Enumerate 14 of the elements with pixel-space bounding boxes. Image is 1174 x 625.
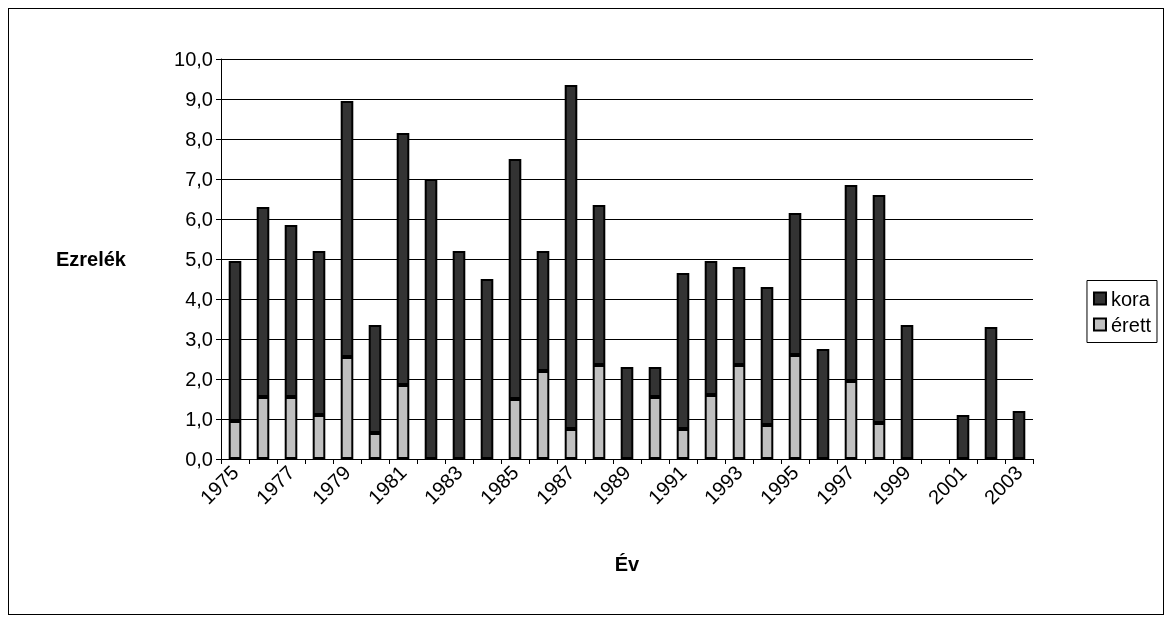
y-tick-label: 1,0 bbox=[185, 408, 213, 430]
y-tick-label: 9,0 bbox=[185, 88, 213, 110]
y-tick-label: 3,0 bbox=[185, 328, 213, 350]
y-tick-label: 4,0 bbox=[185, 288, 213, 310]
y-tick-label: 10,0 bbox=[174, 48, 213, 70]
y-tick-label: 8,0 bbox=[185, 128, 213, 150]
legend-label: kora bbox=[1110, 287, 1151, 310]
x-axis-title: Év bbox=[614, 553, 641, 575]
legend-label: érett bbox=[1110, 313, 1152, 336]
y-tick-label: 2,0 bbox=[185, 368, 213, 390]
y-tick-label: 6,0 bbox=[185, 208, 213, 230]
y-tick-label: 7,0 bbox=[185, 168, 213, 190]
y-tick-label: 5,0 bbox=[185, 248, 213, 270]
y-axis-title: Ezrelék bbox=[55, 248, 127, 270]
